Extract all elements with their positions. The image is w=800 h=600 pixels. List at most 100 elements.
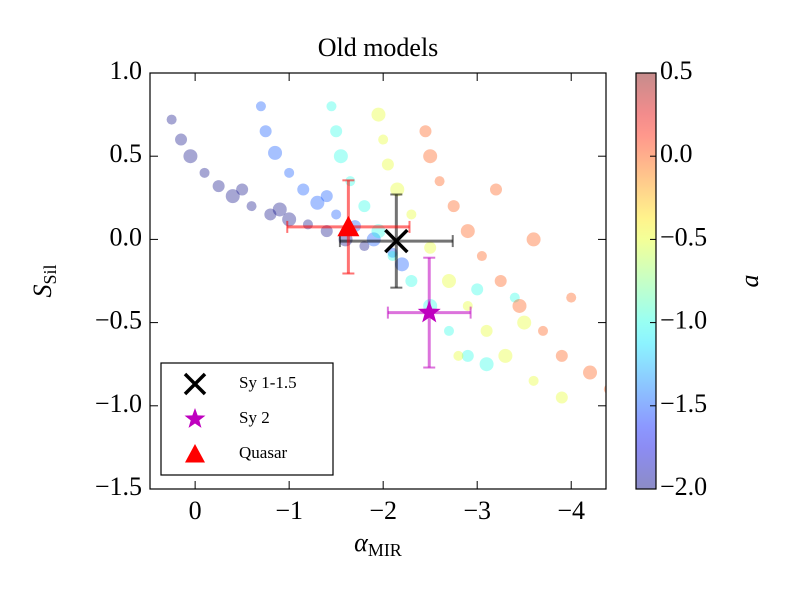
model-point <box>371 107 386 122</box>
model-point <box>326 101 337 112</box>
model-point <box>471 283 484 296</box>
colorbar-tick-label: 0.0 <box>660 139 693 168</box>
model-point <box>331 209 342 220</box>
marker-x <box>183 372 207 396</box>
model-point <box>443 325 454 336</box>
legend-label: Quasar <box>239 443 287 462</box>
model-point <box>555 391 568 404</box>
y-axis-label-main: S <box>28 285 57 298</box>
y-tick-label: −0.5 <box>95 306 142 335</box>
y-tick-label: 1.0 <box>110 56 143 85</box>
y-tick-label: 0.0 <box>110 222 143 251</box>
y-tick-label: −1.5 <box>95 472 142 501</box>
chart-title: Old models <box>318 33 439 62</box>
model-point <box>480 324 493 337</box>
model-point <box>461 349 474 362</box>
model-point <box>460 224 475 239</box>
marker-x <box>384 228 409 254</box>
x-tick-label: 0 <box>189 496 202 525</box>
y-tick-label: 0.5 <box>110 139 143 168</box>
model-point <box>479 357 494 372</box>
legend: Sy 1-1.5 Sy 2 Quasar <box>160 362 334 476</box>
model-point <box>199 167 210 178</box>
model-point <box>390 182 405 197</box>
model-point <box>528 375 539 386</box>
model-point <box>378 134 389 145</box>
model-point <box>183 149 198 164</box>
model-point <box>320 190 333 203</box>
model-point <box>583 365 598 380</box>
model-point <box>526 232 541 247</box>
model-point <box>441 274 456 288</box>
model-point <box>284 167 295 178</box>
x-axis-label-sub: MIR <box>368 540 402 560</box>
model-point <box>538 325 549 336</box>
model-point <box>381 158 394 171</box>
plot-frame <box>149 72 607 490</box>
marker-star <box>417 300 441 323</box>
model-point <box>566 292 577 303</box>
model-point <box>246 201 257 212</box>
model-point <box>255 101 266 112</box>
colorbar-tick-label: 0.5 <box>660 56 693 85</box>
model-point <box>447 200 460 213</box>
x-axis-label-main: α <box>354 528 369 557</box>
model-point <box>512 298 527 313</box>
model-point <box>509 292 520 303</box>
model-point <box>212 180 225 193</box>
y-tick-label: −1.0 <box>95 389 142 418</box>
model-point <box>366 232 381 247</box>
model-point <box>603 385 606 394</box>
legend-label: Sy 2 <box>239 408 270 427</box>
model-point <box>268 145 283 160</box>
model-point <box>517 315 532 330</box>
marker-star <box>184 408 206 428</box>
x-tick-label: −2 <box>369 496 397 525</box>
model-point <box>272 202 287 217</box>
model-point <box>282 212 297 227</box>
model-point <box>453 350 464 361</box>
x-axis-label: αMIR <box>354 528 402 560</box>
x-tick-label: −3 <box>463 496 491 525</box>
model-point <box>498 348 513 363</box>
marker-triangle <box>185 444 205 463</box>
model-point <box>494 275 507 287</box>
model-point <box>175 133 188 146</box>
colorbar <box>635 72 657 490</box>
y-axis-label-sub: Sil <box>40 264 60 284</box>
model-point <box>406 209 417 220</box>
model-point <box>310 195 325 210</box>
model-point <box>358 200 371 213</box>
model-point <box>297 183 310 196</box>
marker-triangle <box>337 215 360 237</box>
model-point <box>423 149 438 164</box>
model-point <box>405 275 418 287</box>
model-point <box>330 125 343 138</box>
model-point <box>434 176 445 187</box>
marker-x-stroke <box>384 228 409 254</box>
model-point <box>476 251 487 262</box>
x-tick-label: −1 <box>275 496 303 525</box>
y-axis-label: SSil <box>28 264 60 297</box>
model-point <box>259 125 272 138</box>
model-point <box>166 114 177 125</box>
plot-area <box>166 101 606 404</box>
colorbar-tick-label: −0.5 <box>660 222 707 251</box>
model-point <box>489 183 502 196</box>
colorbar-tick-label: −2.0 <box>660 472 707 501</box>
model-point <box>264 208 277 221</box>
model-point <box>419 125 432 138</box>
colorbar-tick-label: −1.0 <box>660 306 707 335</box>
colorbar-label: a <box>735 275 764 288</box>
model-point <box>555 349 568 362</box>
legend-label: Sy 1-1.5 <box>239 373 297 392</box>
colorbar-tick-label: −1.5 <box>660 389 707 418</box>
model-point <box>394 257 409 272</box>
model-point <box>424 241 437 254</box>
x-tick-label: −4 <box>557 496 585 525</box>
model-point <box>359 241 370 252</box>
marker-x-stroke <box>183 372 207 396</box>
model-point <box>225 189 240 204</box>
model-point <box>236 183 249 196</box>
